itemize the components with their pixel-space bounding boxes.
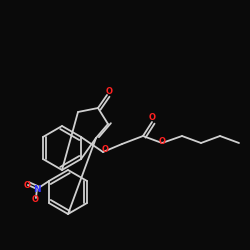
Text: N: N	[33, 184, 41, 194]
Text: O: O	[106, 88, 112, 96]
Text: O: O	[148, 114, 156, 122]
Text: O: O	[102, 146, 108, 154]
Text: O: O	[32, 194, 38, 203]
Text: O: O	[24, 180, 30, 190]
Text: O: O	[158, 136, 166, 145]
